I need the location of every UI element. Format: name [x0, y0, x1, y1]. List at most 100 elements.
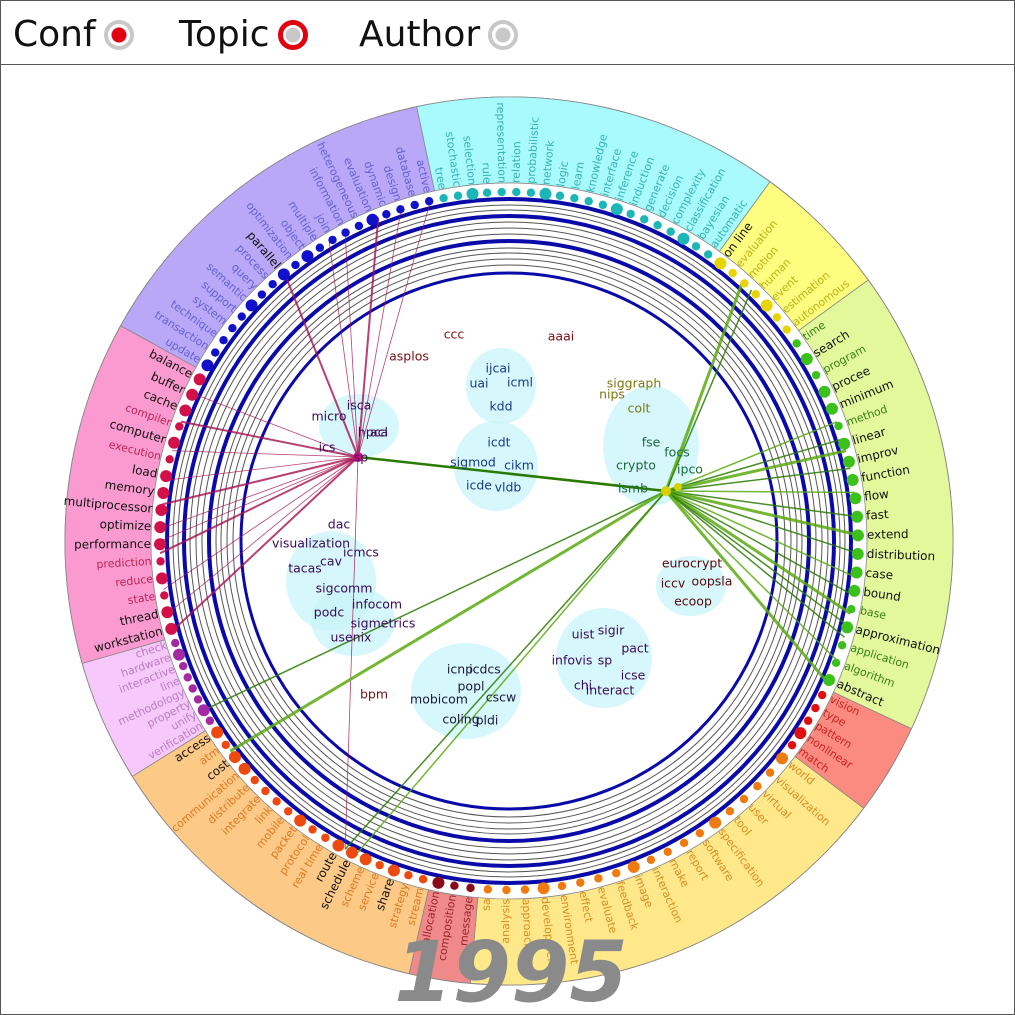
topic-dot[interactable] [849, 492, 862, 505]
conference-label[interactable]: ijcai [486, 361, 511, 376]
topic-dot[interactable] [626, 209, 635, 219]
topic-dot[interactable] [851, 510, 864, 523]
topic-label[interactable]: optimize [99, 517, 151, 533]
topic-dot[interactable] [537, 882, 550, 895]
author-radio-icon[interactable] [488, 20, 519, 50]
topic-dot[interactable] [557, 881, 567, 891]
topic-label[interactable]: bound [862, 585, 901, 604]
conference-label[interactable]: ics [319, 440, 336, 455]
topic-dot[interactable] [156, 572, 169, 585]
topic-dot[interactable] [179, 404, 192, 417]
topic-dot[interactable] [466, 187, 479, 200]
topic-dot[interactable] [321, 833, 330, 842]
topic-label[interactable]: probabilistic [524, 116, 541, 184]
conference-label[interactable]: infocom [352, 597, 402, 612]
topic-dot[interactable] [418, 875, 428, 884]
topic-dot[interactable] [219, 335, 228, 345]
conference-label[interactable]: fse [642, 435, 661, 450]
author-mode-toggle[interactable]: Author [359, 13, 519, 57]
topic-dot[interactable] [818, 385, 831, 398]
conference-label[interactable]: focs [664, 445, 689, 460]
topic-label[interactable]: approach [519, 898, 534, 950]
conference-label[interactable]: ccc [444, 327, 465, 342]
conference-label[interactable]: icml [507, 375, 533, 390]
topic-dot[interactable] [332, 839, 345, 852]
topic-dot[interactable] [341, 228, 350, 237]
topic-dot[interactable] [739, 794, 749, 804]
topic-label[interactable]: reduce [115, 572, 154, 589]
topic-dot[interactable] [432, 876, 445, 889]
topic-dot[interactable] [610, 203, 623, 216]
topic-dot[interactable] [366, 213, 379, 226]
topic-dot[interactable] [439, 193, 448, 203]
conference-label[interactable]: icmcs [343, 545, 379, 560]
topic-dot[interactable] [178, 661, 188, 671]
topic-dot[interactable] [171, 638, 180, 648]
topic-dot[interactable] [787, 740, 797, 750]
conference-label[interactable]: icse [621, 668, 646, 683]
topic-dot[interactable] [584, 197, 593, 206]
conference-label[interactable]: ismb [618, 481, 648, 496]
topic-conference-radial-diagram[interactable]: updatetransactiontechniquesystemsupports… [1, 65, 1014, 1014]
conference-label[interactable]: mobicom [410, 692, 468, 707]
topic-dot[interactable] [188, 684, 197, 693]
topic-dot[interactable] [268, 280, 277, 289]
topic-dot[interactable] [539, 187, 552, 200]
topic-label[interactable]: prediction [96, 555, 152, 571]
topic-label[interactable]: load [131, 462, 159, 481]
conference-label[interactable]: coling [442, 712, 479, 727]
topic-dot[interactable] [228, 323, 237, 333]
topic-dot[interactable] [846, 473, 859, 486]
conference-label[interactable]: crypto [616, 458, 656, 473]
topic-label[interactable]: state [127, 590, 157, 607]
conference-label[interactable]: eurocrypt [662, 556, 722, 571]
conference-label[interactable]: sigcomm [316, 581, 373, 596]
topic-dot[interactable] [497, 187, 506, 197]
topic-dot[interactable] [160, 470, 173, 483]
conference-label[interactable]: kdd [489, 399, 512, 414]
topic-dot[interactable] [677, 232, 690, 245]
topic-dot[interactable] [526, 188, 536, 197]
conference-label[interactable]: visualization [272, 536, 350, 551]
topic-dot[interactable] [842, 455, 855, 468]
topic-dot[interactable] [740, 279, 749, 288]
conference-label[interactable]: bpm [360, 687, 388, 702]
conference-label[interactable]: infovis [552, 653, 593, 668]
topic-dot[interactable] [653, 221, 662, 230]
topic-dot[interactable] [760, 299, 773, 312]
topic-dot[interactable] [598, 200, 608, 210]
topic-dot[interactable] [157, 486, 170, 499]
conference-label[interactable]: pldi [476, 713, 499, 728]
topic-dot[interactable] [450, 881, 459, 890]
topic-dot[interactable] [800, 353, 813, 366]
conference-label[interactable]: sigmod [450, 455, 496, 470]
topic-dot[interactable] [197, 704, 210, 717]
conference-label[interactable]: icdt [487, 435, 510, 450]
topic-dot[interactable] [257, 290, 267, 299]
topic-dot[interactable] [186, 388, 199, 401]
topic-dot[interactable] [679, 838, 689, 848]
conference-label[interactable]: tacas [288, 561, 322, 576]
topic-dot[interactable] [160, 591, 169, 600]
topic-label[interactable]: sa [480, 898, 494, 911]
conference-label[interactable]: dac [328, 517, 351, 532]
topic-dot[interactable] [765, 768, 775, 777]
topic-label[interactable]: effect [576, 890, 595, 924]
topic-dot[interactable] [851, 547, 864, 560]
topic-dot[interactable] [772, 313, 782, 322]
topic-dot[interactable] [834, 421, 843, 431]
topic-dot[interactable] [831, 658, 841, 667]
topic-dot[interactable] [848, 584, 861, 597]
topic-dot[interactable] [714, 257, 727, 270]
topic-label[interactable]: flow [863, 487, 889, 504]
topic-dot[interactable] [502, 885, 511, 895]
topic-dot[interactable] [237, 312, 246, 321]
conference-label[interactable]: ipco [677, 462, 703, 477]
topic-dot[interactable] [387, 864, 400, 877]
topic-label[interactable]: extend [867, 527, 909, 542]
topic-dot[interactable] [594, 874, 603, 883]
topic-dot[interactable] [453, 191, 463, 200]
topic-dot[interactable] [168, 436, 181, 449]
topic-dot[interactable] [165, 622, 178, 635]
topic-dot[interactable] [250, 775, 259, 785]
